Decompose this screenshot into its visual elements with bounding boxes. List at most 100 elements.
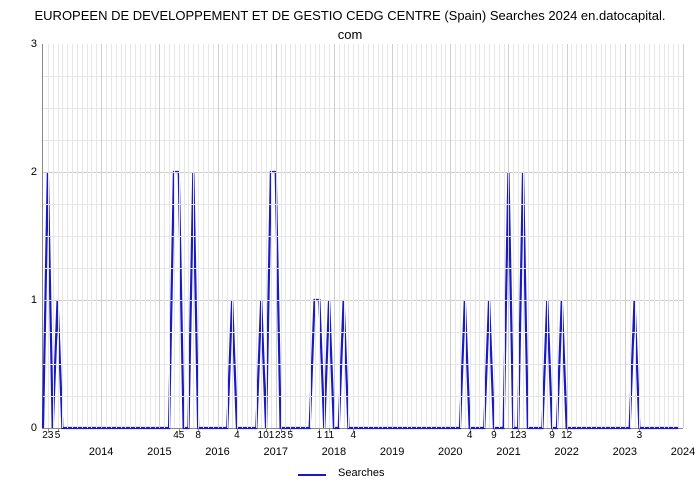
gridline-v: [324, 44, 325, 428]
x-minor-label: 4: [467, 430, 473, 441]
gridline-v: [596, 44, 597, 428]
y-tick-label: 3: [31, 38, 43, 50]
legend-swatch: [298, 474, 326, 476]
gridline-v: [329, 44, 330, 428]
gridline-v: [581, 44, 582, 428]
gridline-v: [605, 44, 606, 428]
gridline-v: [242, 44, 243, 428]
x-minor-label: 45: [173, 430, 184, 441]
gridline-v: [397, 44, 398, 428]
gridline-v: [683, 44, 684, 428]
gridline-v: [557, 44, 558, 428]
gridline-v: [295, 44, 296, 428]
gridline-v: [145, 44, 146, 428]
x-minor-label: 3: [637, 430, 643, 441]
gridline-v: [475, 44, 476, 428]
gridline-v: [72, 44, 73, 428]
gridline-v: [465, 44, 466, 428]
gridline-v: [668, 44, 669, 428]
gridline-v: [562, 44, 563, 428]
gridline-v: [179, 44, 180, 428]
gridline-v: [358, 44, 359, 428]
gridline-v: [247, 44, 248, 428]
gridline-v: [591, 44, 592, 428]
gridline-v: [630, 44, 631, 428]
gridline-v: [460, 44, 461, 428]
gridline-v: [300, 44, 301, 428]
gridline-v: [353, 44, 354, 428]
gridline-v: [576, 44, 577, 428]
gridline-v: [441, 44, 442, 428]
gridline-v: [416, 44, 417, 428]
gridline-v: [363, 44, 364, 428]
x-minor-label: 123: [510, 430, 527, 441]
gridline-v: [542, 44, 543, 428]
gridline-v: [348, 44, 349, 428]
gridline-v: [552, 44, 553, 428]
x-major-label: 2024: [671, 446, 695, 458]
gridline-v: [586, 44, 587, 428]
gridline-v: [499, 44, 500, 428]
gridline-v: [203, 44, 204, 428]
gridline-v: [489, 44, 490, 428]
gridline-v: [218, 44, 219, 428]
gridline-v: [285, 44, 286, 428]
gridline-v: [67, 44, 68, 428]
gridline-v: [276, 44, 277, 428]
gridline-v: [82, 44, 83, 428]
gridline-v: [484, 44, 485, 428]
gridline-v: [271, 44, 272, 428]
gridline-v: [378, 44, 379, 428]
gridline-v: [644, 44, 645, 428]
gridline-v: [174, 44, 175, 428]
gridline-v: [635, 44, 636, 428]
gridline-v: [344, 44, 345, 428]
gridline-v: [455, 44, 456, 428]
gridline-v: [222, 44, 223, 428]
gridline-v: [58, 44, 59, 428]
gridline-v: [479, 44, 480, 428]
gridline-v: [533, 44, 534, 428]
x-minor-label: 23: [275, 430, 286, 441]
gridline-v: [159, 44, 160, 428]
gridline-v: [315, 44, 316, 428]
x-minor-label: 8: [195, 430, 201, 441]
gridline-v: [528, 44, 529, 428]
gridline-v: [305, 44, 306, 428]
x-minor-label: 5: [287, 430, 293, 441]
gridline-v: [513, 44, 514, 428]
gridline-v: [664, 44, 665, 428]
gridline-v: [266, 44, 267, 428]
gridline-v: [87, 44, 88, 428]
gridline-v: [193, 44, 194, 428]
gridline-v: [538, 44, 539, 428]
gridline-v: [567, 44, 568, 428]
gridline-v: [310, 44, 311, 428]
gridline-v: [504, 44, 505, 428]
gridline-v: [53, 44, 54, 428]
gridline-v: [96, 44, 97, 428]
gridline-v: [426, 44, 427, 428]
gridline-v: [155, 44, 156, 428]
y-tick-label: 1: [31, 294, 43, 306]
gridline-v: [470, 44, 471, 428]
gridline-v: [256, 44, 257, 428]
gridline-v: [319, 44, 320, 428]
chart-title: EUROPEEN DE DEVELOPPEMENT ET DE GESTIO C…: [0, 6, 700, 44]
gridline-v: [673, 44, 674, 428]
x-major-label: 2022: [554, 446, 578, 458]
gridline-v: [130, 44, 131, 428]
gridline-v: [150, 44, 151, 428]
gridline-v: [610, 44, 611, 428]
gridline-v: [62, 44, 63, 428]
gridline-v: [188, 44, 189, 428]
x-major-label: 2015: [147, 446, 171, 458]
gridline-v: [620, 44, 621, 428]
gridline-v: [571, 44, 572, 428]
gridline-v: [208, 44, 209, 428]
x-major-label: 2017: [263, 446, 287, 458]
gridline-v: [184, 44, 185, 428]
x-minor-label: 12: [561, 430, 572, 441]
gridline-v: [659, 44, 660, 428]
gridline-v: [450, 44, 451, 428]
